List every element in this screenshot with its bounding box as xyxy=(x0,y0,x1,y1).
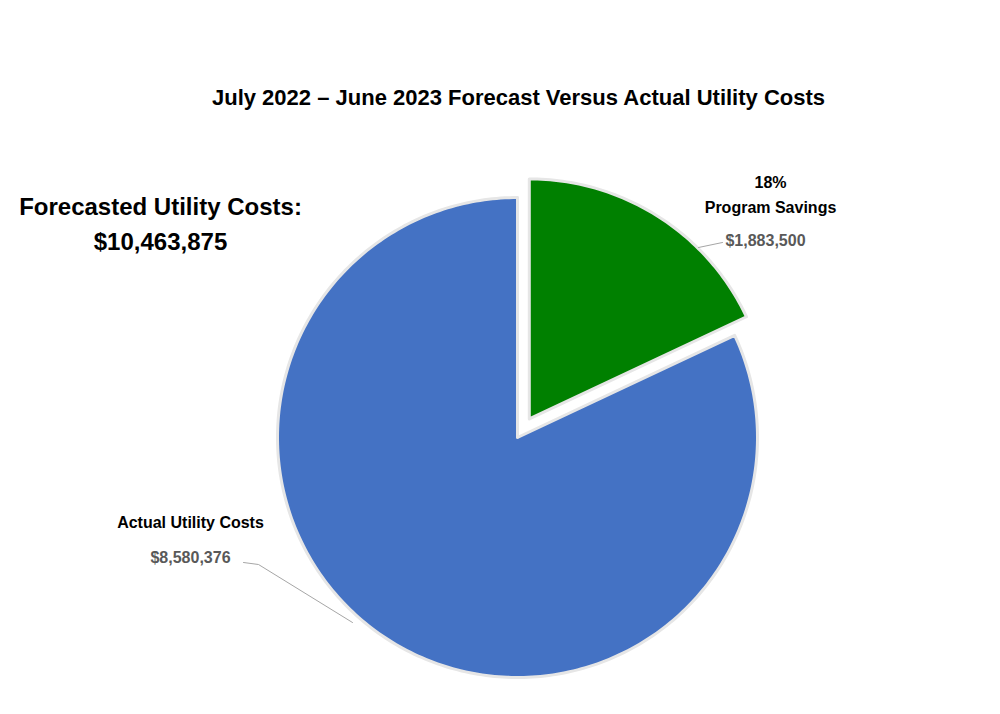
svg-text:Forecasted Utility Costs:: Forecasted Utility Costs: xyxy=(19,193,302,220)
svg-text:$10,463,875: $10,463,875 xyxy=(94,228,227,255)
svg-text:Program Savings: Program Savings xyxy=(705,199,837,216)
svg-text:$1,883,500: $1,883,500 xyxy=(725,232,805,249)
svg-text:Actual Utility Costs: Actual Utility Costs xyxy=(117,514,264,531)
svg-text:July 2022 – June 2023 Forecast: July 2022 – June 2023 Forecast Versus Ac… xyxy=(212,85,825,110)
svg-text:18%: 18% xyxy=(754,174,786,191)
svg-text:$8,580,376: $8,580,376 xyxy=(150,549,230,566)
